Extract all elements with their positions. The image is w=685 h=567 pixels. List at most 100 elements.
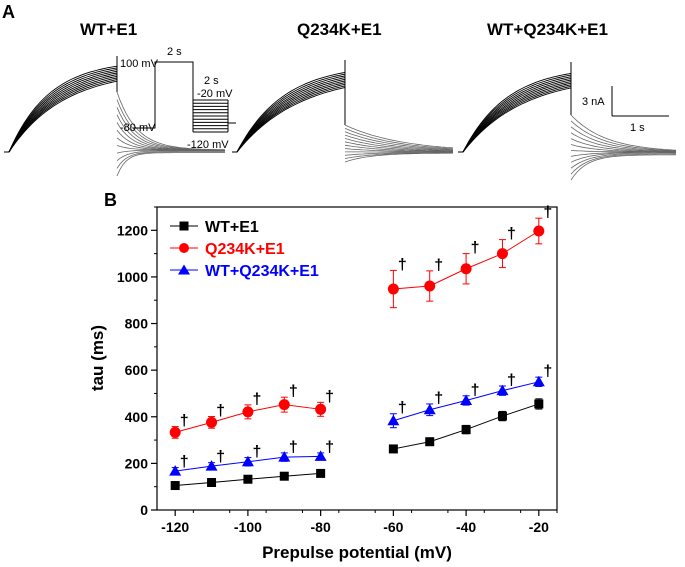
tail-trace xyxy=(570,126,677,152)
significance-dagger: † xyxy=(252,391,261,408)
data-point xyxy=(388,444,398,454)
x-tick-label: -120 xyxy=(161,519,189,535)
protocol-test-steps xyxy=(192,99,229,133)
data-point xyxy=(243,474,253,484)
tail-trace xyxy=(344,138,454,152)
activation-trace xyxy=(4,67,118,153)
tail-trace xyxy=(570,114,677,151)
legend: WT+E1 Q234K+E1 WT+Q234K+E1 xyxy=(170,219,319,280)
x-tick-label: -100 xyxy=(234,519,262,535)
series-triangle: † † † † † † † † † † xyxy=(169,363,552,476)
protocol-label-120mv: -120 mV xyxy=(187,139,229,151)
data-point xyxy=(460,263,472,275)
tail-trace xyxy=(344,152,453,156)
significance-dagger: † xyxy=(289,439,298,456)
significance-dagger: † xyxy=(325,439,334,456)
significance-dagger: † xyxy=(216,449,225,466)
activation-trace xyxy=(458,74,572,153)
series-square xyxy=(170,398,544,491)
activation-trace xyxy=(232,83,346,153)
legend-marker-wtq234k xyxy=(178,264,190,275)
data-point xyxy=(423,403,436,415)
x-tick-label: -80 xyxy=(311,519,331,535)
x-axis-label: Prepulse potential (mV) xyxy=(262,543,452,562)
data-point xyxy=(496,384,509,396)
significance-dagger: † xyxy=(543,204,552,221)
data-point xyxy=(497,411,507,421)
data-point xyxy=(425,437,435,447)
tail-trace xyxy=(570,153,676,175)
y-tick-label: 1000 xyxy=(117,269,148,285)
x-axis-ticks: -120 -100 -80 -60 -40 -20 xyxy=(161,510,558,535)
y-axis-label: tau (ms) xyxy=(88,325,107,391)
protocol-label-2s-pre: 2 s xyxy=(167,46,182,58)
activation-trace xyxy=(232,80,346,153)
activation-trace xyxy=(4,75,118,153)
activation-trace xyxy=(232,73,346,153)
voltage-protocol: 100 mV 2 s -80 mV 2 s -20 mV -120 mV xyxy=(120,46,236,151)
significance-dagger: † xyxy=(216,403,225,420)
panel-a-title-q234k: Q234K+E1 xyxy=(297,20,382,39)
tail-trace xyxy=(116,150,225,162)
data-point xyxy=(316,468,326,478)
activation-trace xyxy=(232,71,346,153)
protocol-label-100mv: 100 mV xyxy=(120,58,159,70)
activation-trace xyxy=(458,77,572,153)
tail-trace xyxy=(344,152,453,159)
chart-series: † † † † † † † † † † † † † † † † † † † † xyxy=(169,204,552,491)
panel-a-title-wt: WT+E1 xyxy=(80,20,137,39)
legend-label-q234k: Q234K+E1 xyxy=(205,241,285,258)
panel-b-label: B xyxy=(104,190,117,210)
data-point xyxy=(532,375,545,387)
current-traces-wt xyxy=(4,56,226,177)
activation-trace xyxy=(458,82,572,153)
panel-a-title-wtq234k: WT+Q234K+E1 xyxy=(487,20,608,39)
significance-dagger: † xyxy=(434,390,443,407)
tail-trace xyxy=(570,154,676,181)
scale-bar: 3 nA 1 s xyxy=(582,86,669,134)
data-point xyxy=(242,406,254,418)
scale-bar-current-label: 3 nA xyxy=(582,96,605,108)
data-point xyxy=(170,481,180,491)
protocol-prepulse-line xyxy=(133,61,194,129)
x-tick-label: -40 xyxy=(456,519,476,535)
data-point xyxy=(206,416,218,428)
tail-trace xyxy=(116,152,225,177)
data-point xyxy=(205,460,218,471)
y-tick-label: 200 xyxy=(125,455,149,471)
y-axis-ticks: 0 200 400 600 800 1000 1200 xyxy=(117,206,157,518)
legend-marker-wt xyxy=(179,221,189,231)
y-tick-label: 1200 xyxy=(117,222,148,238)
tail-trace xyxy=(344,152,454,163)
tail-trace xyxy=(570,152,676,169)
activation-trace xyxy=(4,80,118,153)
activation-trace xyxy=(4,69,118,153)
activation-trace xyxy=(458,85,572,153)
activation-trace xyxy=(458,76,572,153)
data-point xyxy=(460,394,473,405)
activation-trace xyxy=(458,79,572,153)
current-traces-wtq234k xyxy=(458,62,677,181)
significance-dagger: † xyxy=(180,413,189,430)
x-tick-label: -20 xyxy=(529,519,549,535)
y-tick-label: 0 xyxy=(140,502,148,518)
legend-marker-q234k xyxy=(179,243,189,253)
data-point xyxy=(461,425,471,435)
data-point xyxy=(387,414,400,426)
activation-trace xyxy=(4,79,118,153)
series-circle: † † † † † † † † † † xyxy=(169,204,552,439)
tail-trace xyxy=(116,149,225,154)
significance-dagger: † xyxy=(543,363,552,380)
data-point xyxy=(279,471,289,481)
activation-trace xyxy=(4,70,118,153)
data-point xyxy=(278,451,291,462)
significance-dagger: † xyxy=(471,240,480,257)
significance-dagger: † xyxy=(471,382,480,399)
protocol-label-2s-test: 2 s xyxy=(204,75,219,87)
chart-axes: -120 -100 -80 -60 -40 -20 0 200 400 600 800 1000 12… xyxy=(88,206,558,562)
significance-dagger: † xyxy=(398,400,407,417)
significance-dagger: † xyxy=(180,454,189,471)
activation-trace xyxy=(232,75,346,153)
tail-trace xyxy=(344,128,454,150)
